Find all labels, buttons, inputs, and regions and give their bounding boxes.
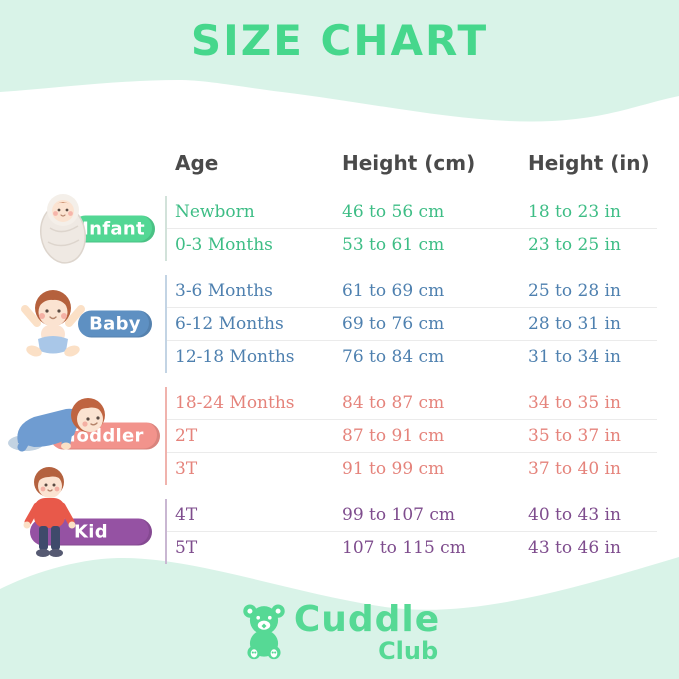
height-in-cell: 40 to 43 in	[528, 505, 621, 525]
group-pill-infant: Infant	[72, 215, 155, 242]
brand-name: Cuddle	[293, 599, 441, 640]
age-cell: 2T	[175, 426, 198, 446]
brand-footer: Cuddle Club	[0, 602, 679, 663]
age-cell: 4T	[175, 505, 198, 525]
age-cell: Newborn	[175, 202, 255, 222]
table-row: 12-18 Months 76 to 84 cm 31 to 34 in	[167, 340, 657, 373]
height-cm-cell: 69 to 76 cm	[342, 314, 445, 334]
table-row: 0-3 Months 53 to 61 cm 23 to 25 in	[167, 228, 657, 261]
height-cm-cell: 61 to 69 cm	[342, 281, 445, 301]
brand-text: Cuddle Club	[293, 599, 441, 665]
height-in-cell: 34 to 35 in	[528, 393, 621, 413]
group-badge-infant: Infant	[0, 194, 165, 264]
brand-subname: Club	[378, 637, 439, 665]
group-rows-kid: 4T 99 to 107 cm 40 to 43 in 5T 107 to 11…	[165, 499, 657, 564]
page-title: SIZE CHART	[190, 16, 489, 65]
group-kid: Kid 4T 99 to 107 cm 40 to 43 in 5T 107 t…	[0, 467, 679, 564]
group-label-infant: Infant	[82, 218, 145, 239]
height-in-cell: 23 to 25 in	[528, 235, 621, 255]
size-table: Age Height (cm) Height (in)	[0, 148, 679, 578]
height-in-cell: 37 to 40 in	[528, 459, 621, 479]
group-label-kid: Kid	[74, 521, 108, 542]
height-cm-cell: 76 to 84 cm	[342, 347, 445, 367]
height-in-cell: 35 to 37 in	[528, 426, 621, 446]
column-header-age: Age	[175, 151, 219, 175]
group-rows-toddler: 18-24 Months 84 to 87 cm 34 to 35 in 2T …	[165, 387, 657, 485]
height-cm-cell: 107 to 115 cm	[342, 538, 466, 558]
table-row: 18-24 Months 84 to 87 cm 34 to 35 in	[167, 387, 657, 419]
column-header-height-cm: Height (cm)	[342, 151, 476, 175]
bottom-wave-band	[0, 557, 679, 679]
group-toddler: Toddler 18-24 Months 84 to 87 cm 34 to 3…	[0, 387, 679, 485]
table-row: 3T 91 to 99 cm 37 to 40 in	[167, 452, 657, 485]
top-wave-band	[0, 0, 679, 122]
group-infant: Infant Newborn 46 to 56 cm 18 to 23 in 0…	[0, 194, 679, 264]
age-cell: 0-3 Months	[175, 235, 273, 255]
table-row: 2T 87 to 91 cm 35 to 37 in	[167, 419, 657, 452]
age-cell: 12-18 Months	[175, 347, 295, 367]
height-cm-cell: 46 to 56 cm	[342, 202, 445, 222]
kid-standing-icon	[23, 467, 76, 557]
age-cell: 6-12 Months	[175, 314, 284, 334]
height-cm-cell: 91 to 99 cm	[342, 459, 445, 479]
group-pill-baby: Baby	[78, 310, 152, 338]
toddler-crawling-icon	[8, 398, 105, 452]
group-label-baby: Baby	[89, 313, 141, 335]
infant-swaddled-baby-icon	[40, 194, 86, 264]
height-cm-cell: 84 to 87 cm	[342, 393, 445, 413]
group-rows-infant: Newborn 46 to 56 cm 18 to 23 in 0-3 Mont…	[165, 196, 657, 261]
teddy-bear-logo-icon	[243, 604, 285, 660]
column-header-height-in: Height (in)	[528, 151, 650, 175]
table-row: Newborn 46 to 56 cm 18 to 23 in	[167, 196, 657, 228]
table-row: 4T 99 to 107 cm 40 to 43 in	[167, 499, 657, 531]
table-row: 6-12 Months 69 to 76 cm 28 to 31 in	[167, 307, 657, 340]
group-baby: Baby 3-6 Months 61 to 69 cm 25 to 28 in …	[0, 275, 679, 373]
group-badge-baby: Baby	[0, 275, 165, 373]
height-cm-cell: 53 to 61 cm	[342, 235, 445, 255]
height-cm-cell: 99 to 107 cm	[342, 505, 455, 525]
group-badge-toddler: Toddler	[0, 387, 165, 485]
age-cell: 5T	[175, 538, 198, 558]
height-in-cell: 28 to 31 in	[528, 314, 621, 334]
height-in-cell: 31 to 34 in	[528, 347, 621, 367]
age-cell: 3-6 Months	[175, 281, 273, 301]
group-badge-kid: Kid	[0, 467, 165, 564]
age-cell: 18-24 Months	[175, 393, 295, 413]
table-row: 3-6 Months 61 to 69 cm 25 to 28 in	[167, 275, 657, 307]
table-row: 5T 107 to 115 cm 43 to 46 in	[167, 531, 657, 564]
table-header-row: Age Height (cm) Height (in)	[0, 148, 679, 178]
age-cell: 3T	[175, 459, 198, 479]
height-cm-cell: 87 to 91 cm	[342, 426, 445, 446]
height-in-cell: 18 to 23 in	[528, 202, 621, 222]
baby-sitting-icon	[21, 290, 85, 357]
height-in-cell: 43 to 46 in	[528, 538, 621, 558]
group-rows-baby: 3-6 Months 61 to 69 cm 25 to 28 in 6-12 …	[165, 275, 657, 373]
height-in-cell: 25 to 28 in	[528, 281, 621, 301]
